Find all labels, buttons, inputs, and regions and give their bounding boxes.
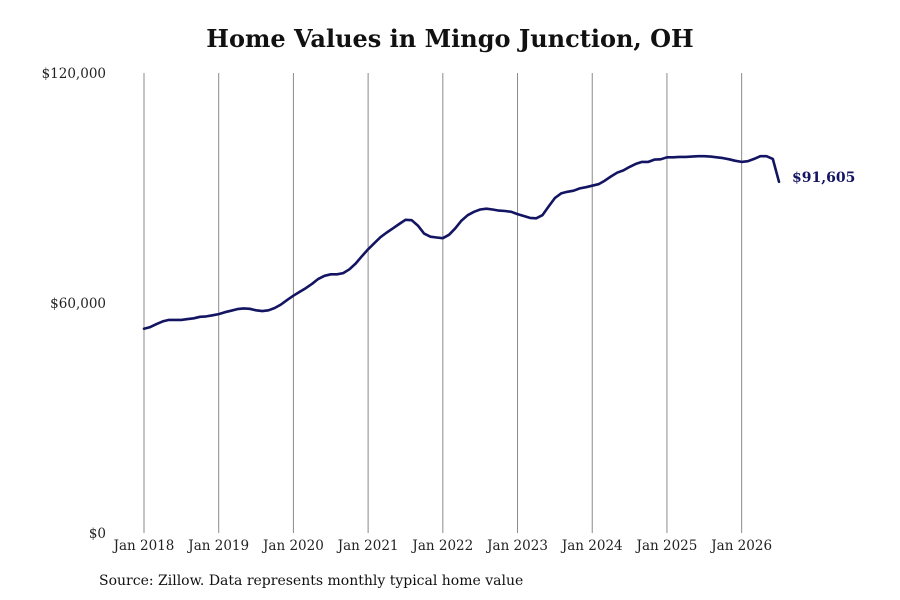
gridlines (143, 73, 743, 533)
x-axis-ticks: Jan 2018 Jan 2019 Jan 2020 Jan 2021 Jan 2022… (112, 538, 772, 554)
end-value-label: $91,605 (792, 170, 855, 186)
x-tick-label: Jan 2026 (709, 538, 772, 554)
source-note: Source: Zillow. Data represents monthly … (99, 573, 524, 589)
x-tick-label: Jan 2018 (112, 538, 175, 554)
y-axis-ticks: $0 $60,000 $120,000 (42, 66, 106, 542)
chart-title: Home Values in Mingo Junction, OH (206, 24, 694, 53)
home-value-line (142, 154, 781, 330)
x-tick-label: Jan 2019 (186, 538, 249, 554)
x-tick-label: Jan 2025 (635, 538, 698, 554)
x-tick-label: Jan 2023 (485, 538, 548, 554)
x-tick-label: Jan 2021 (336, 538, 399, 554)
y-tick-label: $120,000 (42, 66, 106, 82)
y-tick-label: $60,000 (50, 296, 106, 312)
x-tick-label: Jan 2022 (410, 538, 473, 554)
x-tick-label: Jan 2020 (261, 538, 324, 554)
y-tick-label: $0 (89, 526, 106, 542)
x-tick-label: Jan 2024 (560, 538, 623, 554)
